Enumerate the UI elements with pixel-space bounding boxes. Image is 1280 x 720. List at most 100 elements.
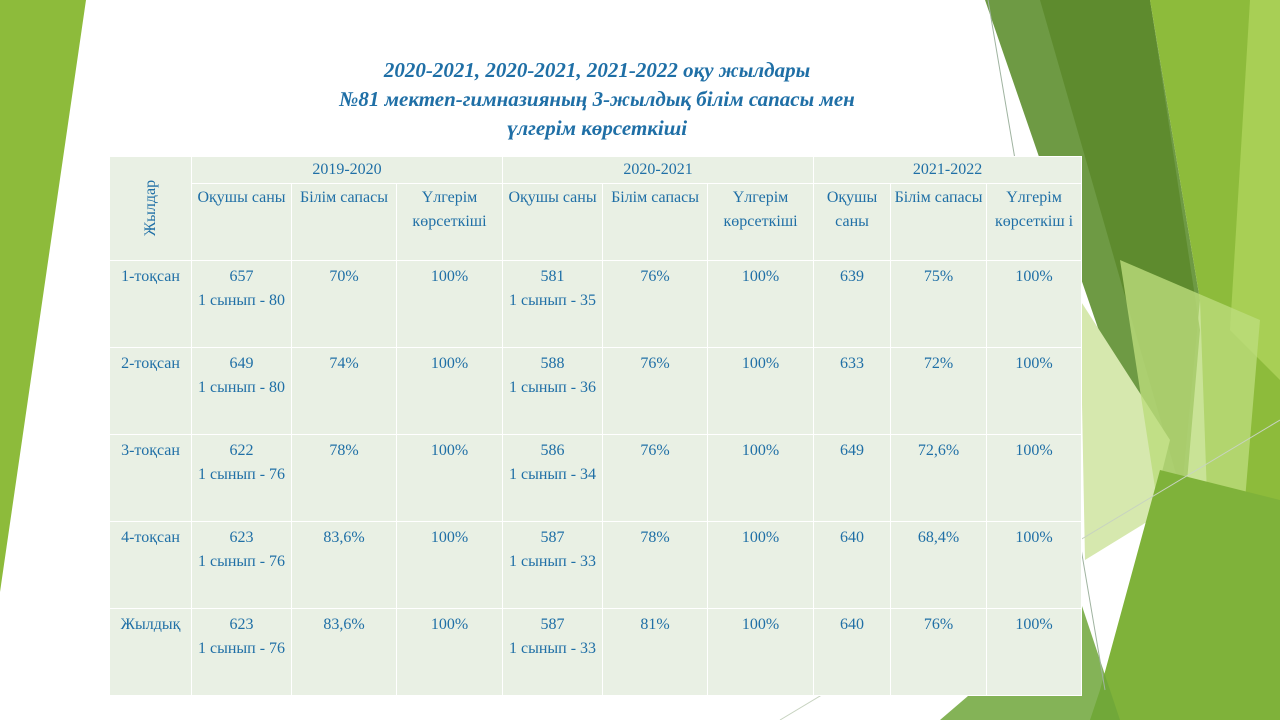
slide-title: 2020-2021, 2020-2021, 2021-2022 оқу жылд…: [250, 56, 944, 143]
students-count: 622: [229, 442, 254, 459]
students-cell: 649 1 сынып - 80: [191, 347, 292, 435]
quality-cell: 78%: [602, 521, 709, 609]
right-soft-facet: [1120, 260, 1260, 560]
students-cell: 623 1 сынып - 76: [191, 608, 292, 696]
first-grade-count: 1 сынып - 76: [197, 466, 286, 483]
students-count: 581: [540, 268, 565, 285]
quality-cell: 72%: [890, 347, 988, 435]
quality-cell: 76%: [602, 260, 709, 348]
sub-header: Білім сапасы: [602, 183, 709, 261]
quality-cell: 75%: [890, 260, 988, 348]
students-cell: 587 1 сынып - 33: [502, 608, 604, 696]
progress-cell: 100%: [395, 608, 504, 696]
first-grade-count: 1 сынып - 76: [197, 640, 286, 657]
first-grade-count: 1 сынып - 33: [508, 553, 597, 570]
progress-cell: 100%: [986, 521, 1083, 609]
students-cell: 640: [813, 521, 892, 609]
corner-header: Жылдар: [109, 156, 192, 261]
quality-cell: 76%: [602, 434, 709, 522]
right-pale-facet: [1080, 300, 1170, 560]
students-count: 587: [540, 529, 565, 546]
sub-header: Үлгерім көрсеткіш і: [986, 183, 1083, 261]
table-row: 4-тоқсан 623 1 сынып - 76 83,6% 100% 587 1…: [109, 521, 1083, 609]
right-light-facet: [1230, 0, 1280, 380]
year-header: 2019-2020: [190, 156, 504, 184]
corner-label: Жылдар: [141, 179, 159, 237]
students-cell: 587 1 сынып - 33: [502, 521, 604, 609]
title-line-1: 2020-2021, 2020-2021, 2021-2022 оқу жылд…: [383, 58, 811, 82]
first-grade-count: 1 сынып - 80: [197, 379, 286, 396]
quality-cell: 76%: [602, 347, 709, 435]
students-cell: 633: [813, 347, 892, 435]
table-row: 1-тоқсан 657 1 сынып - 80 70% 100% 581 1 с…: [109, 260, 1083, 348]
row-label: 2-тоқсан: [109, 347, 192, 435]
row-label: Жылдық: [109, 608, 192, 696]
quality-cell: 68,4%: [890, 521, 988, 609]
progress-cell: 100%: [707, 521, 815, 609]
table-row: Жылдық 623 1 сынып - 76 83,6% 100% 587 1 с…: [109, 608, 1083, 696]
sub-header: Үлгерім көрсеткіші: [395, 183, 504, 261]
title-line-3: үлгерім көрсеткіші: [506, 116, 688, 140]
row-label: 3-тоқсан: [109, 434, 192, 522]
quality-cell: 70%: [291, 260, 397, 348]
students-cell: 622 1 сынып - 76: [191, 434, 292, 522]
first-grade-count: 1 сынып - 33: [508, 640, 597, 657]
first-grade-count: 1 сынып - 36: [508, 379, 597, 396]
sub-header: Оқушы саны: [813, 183, 892, 261]
progress-cell: 100%: [707, 434, 815, 522]
students-count: 657: [229, 268, 254, 285]
quality-cell: 74%: [291, 347, 397, 435]
students-cell: 581 1 сынып - 35: [502, 260, 604, 348]
first-grade-count: 1 сынып - 76: [197, 553, 286, 570]
year-header: 2020-2021: [502, 156, 815, 184]
students-cell: 657 1 сынып - 80: [191, 260, 292, 348]
students-count: 623: [229, 529, 254, 546]
progress-cell: 100%: [395, 434, 504, 522]
progress-cell: 100%: [986, 608, 1083, 696]
progress-cell: 100%: [707, 260, 815, 348]
students-count: 587: [540, 616, 565, 633]
students-count: 623: [229, 616, 254, 633]
students-cell: 586 1 сынып - 34: [502, 434, 604, 522]
students-count: 586: [540, 442, 565, 459]
progress-cell: 100%: [707, 347, 815, 435]
sub-header: Білім сапасы: [291, 183, 397, 261]
row-label: 4-тоқсан: [109, 521, 192, 609]
title-line-2: №81 мектеп-гимназияның 3-жылдық білім са…: [339, 87, 855, 111]
first-grade-count: 1 сынып - 80: [197, 292, 286, 309]
progress-cell: 100%: [707, 608, 815, 696]
year-header-row: Жылдар 2019-2020 2020-2021 2021-2022: [109, 156, 1083, 261]
sub-header: Білім сапасы: [890, 183, 988, 261]
results-table: Жылдар 2019-2020 2020-2021 2021-2022 Оқу…: [109, 156, 1083, 696]
progress-cell: 100%: [395, 347, 504, 435]
sub-header: Үлгерім көрсеткіші: [707, 183, 815, 261]
students-cell: 649: [813, 434, 892, 522]
progress-cell: 100%: [395, 521, 504, 609]
students-cell: 588 1 сынып - 36: [502, 347, 604, 435]
first-grade-count: 1 сынып - 34: [508, 466, 597, 483]
right-lower-facet: [1090, 470, 1280, 720]
progress-cell: 100%: [986, 434, 1083, 522]
left-green-facet: [0, 0, 86, 592]
progress-cell: 100%: [395, 260, 504, 348]
students-cell: 623 1 сынып - 76: [191, 521, 292, 609]
students-cell: 640: [813, 608, 892, 696]
quality-cell: 72,6%: [890, 434, 988, 522]
sub-header: Оқушы саны: [191, 183, 292, 261]
first-grade-count: 1 сынып - 35: [508, 292, 597, 309]
quality-cell: 81%: [602, 608, 709, 696]
sub-header: Оқушы саны: [502, 183, 604, 261]
quality-cell: 83,6%: [291, 608, 397, 696]
students-count: 588: [540, 355, 565, 372]
year-header: 2021-2022: [813, 156, 1083, 184]
quality-cell: 76%: [890, 608, 988, 696]
table-row: 3-тоқсан 622 1 сынып - 76 78% 100% 586 1 с…: [109, 434, 1083, 522]
quality-cell: 83,6%: [291, 521, 397, 609]
quality-cell: 78%: [291, 434, 397, 522]
progress-cell: 100%: [986, 347, 1083, 435]
row-label: 1-тоқсан: [109, 260, 192, 348]
students-cell: 639: [813, 260, 892, 348]
table-row: 2-тоқсан 649 1 сынып - 80 74% 100% 588 1 с…: [109, 347, 1083, 435]
students-count: 649: [229, 355, 254, 372]
sub-header-row: Оқушы саны Білім сапасы Үлгерім көрсеткі…: [110, 183, 1083, 261]
